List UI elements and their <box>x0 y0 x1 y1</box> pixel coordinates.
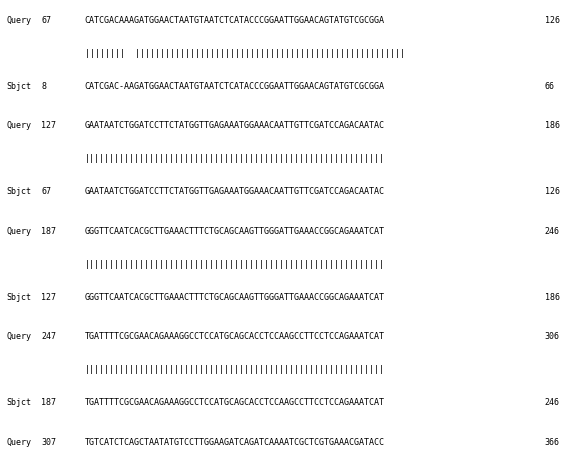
Text: GAATAATCTGGATCCTTCTATGGTTGAGAAATGGAAACAATTGTTCGATCCAGACAATAC: GAATAATCTGGATCCTTCTATGGTTGAGAAATGGAAACAA… <box>85 121 384 130</box>
Text: GGGTTCAATCACGCTTGAAACTTTCTGCAGCAAGTTGGGATTGAAACCGGCAGAAATCAT: GGGTTCAATCACGCTTGAAACTTTCTGCAGCAAGTTGGGA… <box>85 227 384 236</box>
Text: 126: 126 <box>545 16 559 25</box>
Text: Query: Query <box>7 438 32 447</box>
Text: 306: 306 <box>545 332 559 341</box>
Text: Sbjct: Sbjct <box>7 398 32 407</box>
Text: TGTCATCTCAGCTAATATGTCCTTGGAAGATCAGATCAAAATCGCTCGTGAAACGATACC: TGTCATCTCAGCTAATATGTCCTTGGAAGATCAGATCAAA… <box>85 438 384 447</box>
Text: Query: Query <box>7 121 32 130</box>
Text: GAATAATCTGGATCCTTCTATGGTTGAGAAATGGAAACAATTGTTCGATCCAGACAATAC: GAATAATCTGGATCCTTCTATGGTTGAGAAATGGAAACAA… <box>85 187 384 196</box>
Text: ||||||||  ||||||||||||||||||||||||||||||||||||||||||||||||||||||: |||||||| |||||||||||||||||||||||||||||||… <box>85 49 404 58</box>
Text: 126: 126 <box>545 187 559 196</box>
Text: 246: 246 <box>545 227 559 236</box>
Text: TGATTTTCGCGAACAGAAAGGCCTCCATGCAGCACCTCCAAGCCTTCCTCCAGAAATCAT: TGATTTTCGCGAACAGAAAGGCCTCCATGCAGCACCTCCA… <box>85 332 384 341</box>
Text: CATCGAC-AAGATGGAACTAATGTAATCTCATACCCGGAATTGGAACAGTATGTCGCGGA: CATCGAC-AAGATGGAACTAATGTAATCTCATACCCGGAA… <box>85 82 384 91</box>
Text: Query: Query <box>7 16 32 25</box>
Text: 186: 186 <box>545 293 559 302</box>
Text: CATCGACAAAGATGGAACTAATGTAATCTCATACCCGGAATTGGAACAGTATGTCGCGGA: CATCGACAAAGATGGAACTAATGTAATCTCATACCCGGAA… <box>85 16 384 25</box>
Text: GGGTTCAATCACGCTTGAAACTTTCTGCAGCAAGTTGGGATTGAAACCGGCAGAAATCAT: GGGTTCAATCACGCTTGAAACTTTCTGCAGCAAGTTGGGA… <box>85 293 384 302</box>
Text: Sbjct: Sbjct <box>7 187 32 196</box>
Text: 67: 67 <box>41 16 51 25</box>
Text: 246: 246 <box>545 398 559 407</box>
Text: Query: Query <box>7 227 32 236</box>
Text: 8: 8 <box>41 82 46 91</box>
Text: Sbjct: Sbjct <box>7 293 32 302</box>
Text: 187: 187 <box>41 398 56 407</box>
Text: ||||||||||||||||||||||||||||||||||||||||||||||||||||||||||||: ||||||||||||||||||||||||||||||||||||||||… <box>85 154 384 163</box>
Text: 127: 127 <box>41 121 56 130</box>
Text: Query: Query <box>7 332 32 341</box>
Text: 307: 307 <box>41 438 56 447</box>
Text: 67: 67 <box>41 187 51 196</box>
Text: TGATTTTCGCGAACAGAAAGGCCTCCATGCAGCACCTCCAAGCCTTCCTCCAGAAATCAT: TGATTTTCGCGAACAGAAAGGCCTCCATGCAGCACCTCCA… <box>85 398 384 407</box>
Text: 66: 66 <box>545 82 554 91</box>
Text: 186: 186 <box>545 121 559 130</box>
Text: ||||||||||||||||||||||||||||||||||||||||||||||||||||||||||||: ||||||||||||||||||||||||||||||||||||||||… <box>85 365 384 374</box>
Text: 127: 127 <box>41 293 56 302</box>
Text: 187: 187 <box>41 227 56 236</box>
Text: 247: 247 <box>41 332 56 341</box>
Text: Sbjct: Sbjct <box>7 82 32 91</box>
Text: 366: 366 <box>545 438 559 447</box>
Text: ||||||||||||||||||||||||||||||||||||||||||||||||||||||||||||: ||||||||||||||||||||||||||||||||||||||||… <box>85 260 384 269</box>
